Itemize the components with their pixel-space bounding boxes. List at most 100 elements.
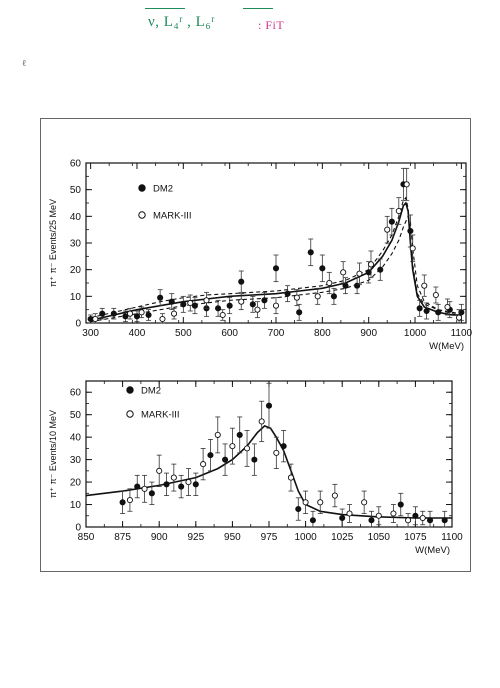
- chart2-mark3-point: [331, 492, 338, 499]
- chart2-y-axis-label: π⁺ π⁻ Events/10 MeV: [48, 410, 58, 498]
- chart1-y-tick-label: 50: [70, 185, 82, 196]
- chart2-dm2-point: [280, 443, 287, 450]
- chart1-dm2-point: [215, 305, 222, 312]
- chart1-curve-dashed: [90, 196, 462, 319]
- chart2-legend-mark3-label: MARK-III: [141, 410, 180, 421]
- chart1-y-tick-label: 20: [70, 265, 82, 276]
- chart2-x-tick-label: 900: [151, 532, 168, 543]
- chart2-x-tick-label: 875: [114, 532, 131, 543]
- chart1-mark3-point: [238, 298, 245, 305]
- chart1-legend-mark3-label: MARK-III: [153, 211, 192, 222]
- chart1-dm2-point: [307, 249, 314, 256]
- chart1-dm2-point: [261, 297, 268, 304]
- chart1-mark3-point: [293, 294, 300, 301]
- scan-mark: ℓ: [22, 58, 27, 68]
- chart2-mark3-point: [317, 499, 324, 506]
- chart1-dm2-point: [99, 310, 106, 317]
- chart2-mark3-point: [185, 479, 192, 486]
- chart1-x-tick-label: 400: [129, 328, 146, 339]
- chart1-mark3-point: [432, 291, 439, 299]
- chart1-y-axis-label: π⁺ π⁻ Events/25 MeV: [48, 199, 58, 287]
- chart1-mark3-point: [356, 270, 363, 277]
- chart1-y-tick-label: 60: [70, 159, 82, 170]
- chart2-dm2-point: [309, 517, 316, 524]
- chart2-y-tick-label: 40: [70, 433, 82, 444]
- chart2-y-tick-label: 30: [70, 455, 82, 466]
- chart1-mark3-point: [126, 310, 134, 317]
- chart1-mark3-point: [455, 314, 463, 321]
- chart2-x-tick-label: 1000: [294, 532, 317, 543]
- chart1-dm2-point: [168, 298, 175, 305]
- chart1-x-axis-label: W(MeV): [429, 341, 464, 352]
- chart1-curve-solid: [90, 201, 462, 322]
- chart1-x-tick-label: 300: [82, 328, 99, 339]
- chart1-dm2-point: [423, 307, 430, 315]
- chart2-dm2-point: [251, 456, 258, 463]
- chart2-mark3-point: [126, 496, 133, 504]
- chart2-legend-mark3-marker: [126, 410, 134, 418]
- chart1-y-tick-label: 10: [70, 292, 82, 303]
- chart1-dm2-point: [110, 310, 117, 317]
- chart2-dm2-point: [412, 512, 419, 519]
- chart1-mark3-point: [138, 309, 145, 316]
- chart1-dm2-point: [157, 294, 164, 301]
- chart2-mark3-point: [200, 461, 207, 468]
- chart1-dm2-point: [284, 290, 291, 297]
- chart1-mark3-point: [367, 261, 375, 268]
- chart1-dm2-point: [319, 265, 326, 272]
- chart2-x-tick-label: 975: [261, 532, 278, 543]
- chart1-dm2-point: [388, 218, 395, 225]
- chart1-dm2-point: [122, 313, 129, 320]
- annotation-underline-2: [243, 8, 273, 9]
- chart1-dm2-point: [226, 302, 233, 309]
- chart2-dm2-point: [134, 483, 141, 490]
- chart2-mark3-point: [361, 499, 368, 506]
- handwritten-note-right: : FiT: [258, 18, 285, 32]
- chart2-x-tick-label: 1100: [441, 532, 463, 543]
- chart2-mark3-point: [405, 517, 412, 524]
- chart1-x-tick-label: 900: [360, 328, 377, 339]
- chart2-dm2-point: [265, 402, 273, 409]
- chart1-dm2-point: [458, 309, 465, 316]
- chart1-dm2-point: [365, 269, 372, 276]
- chart1-dm2-point: [296, 309, 303, 316]
- chart2-dm2-point: [148, 490, 155, 497]
- chart2-mark3-point: [214, 431, 221, 438]
- chart1-x-tick-label: 800: [314, 328, 331, 339]
- chart2-mark3-point: [170, 474, 177, 481]
- chart2-y-tick-label: 20: [70, 478, 82, 489]
- chart2-mark3-point: [243, 445, 251, 452]
- chart2-legend-dm2-marker: [126, 386, 134, 394]
- chart1-mark3-point: [340, 269, 347, 276]
- chart2-dm2-point: [368, 517, 375, 524]
- chart2-dm2-point: [339, 514, 346, 522]
- chart1-mark3-point: [421, 282, 428, 289]
- chart2-x-tick-label: 1025: [331, 532, 354, 543]
- chart1-dm2-point: [354, 282, 361, 289]
- chart2-mark3-point: [375, 512, 382, 519]
- chart2-x-tick-label: 1075: [404, 532, 427, 543]
- chart2-mark3-point: [287, 474, 295, 481]
- chart2-mark3-point: [229, 443, 236, 450]
- chart1-x-tick-label: 1000: [404, 328, 427, 339]
- chart2-x-tick-label: 925: [187, 532, 204, 543]
- chart2-dm2-point: [426, 517, 434, 524]
- chart2-dm2-point: [207, 452, 214, 459]
- chart2-y-tick-label: 60: [70, 388, 82, 399]
- chart1-mark3-point: [409, 245, 416, 252]
- chart1-dm2-point: [133, 313, 141, 320]
- chart2-x-axis-label: W(MeV): [415, 545, 450, 556]
- chart1-x-tick-label: 600: [221, 328, 238, 339]
- chart2-y-tick-label: 50: [70, 410, 82, 421]
- chart1-x-tick-label: 500: [175, 328, 192, 339]
- chart1-dm2-point: [191, 302, 198, 309]
- chart1-y-tick-label: 30: [70, 239, 82, 250]
- chart2-dm2-point: [119, 499, 126, 506]
- chart2-dm2-point: [222, 456, 229, 463]
- chart1-mark3-point: [170, 310, 178, 317]
- chart1-dm2-point: [342, 282, 349, 289]
- chart2-mark3-point: [156, 467, 163, 474]
- chart1-dm2-point: [238, 278, 245, 285]
- chart1-mark3-point: [254, 306, 261, 313]
- chart2-x-tick-label: 1050: [368, 532, 391, 543]
